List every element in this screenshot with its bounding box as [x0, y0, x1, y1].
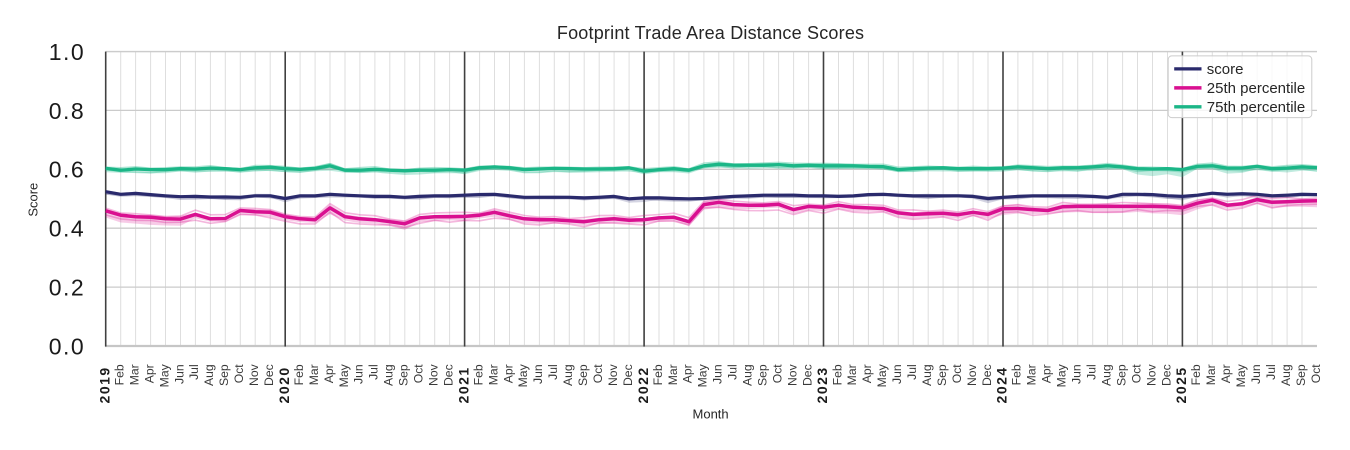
svg-text:Jun: Jun — [890, 364, 904, 384]
svg-text:Mar: Mar — [1025, 364, 1039, 385]
svg-text:Oct: Oct — [591, 364, 605, 384]
svg-text:Month: Month — [693, 406, 729, 421]
svg-text:Jun: Jun — [1249, 364, 1263, 384]
svg-text:Feb: Feb — [1189, 364, 1203, 385]
svg-text:2022: 2022 — [635, 366, 651, 403]
svg-text:Dec: Dec — [621, 364, 635, 386]
svg-text:Apr: Apr — [860, 364, 874, 383]
svg-text:Dec: Dec — [800, 364, 814, 386]
svg-text:Jun: Jun — [1070, 364, 1084, 384]
svg-text:May: May — [516, 363, 530, 387]
svg-text:Oct: Oct — [1309, 364, 1323, 384]
svg-text:Oct: Oct — [950, 364, 964, 384]
svg-text:Sep: Sep — [1294, 364, 1308, 386]
svg-text:25th percentile: 25th percentile — [1207, 80, 1305, 97]
svg-text:Mar: Mar — [845, 364, 859, 385]
svg-text:May: May — [157, 363, 171, 387]
svg-text:2021: 2021 — [455, 366, 471, 403]
svg-text:Jul: Jul — [187, 364, 201, 380]
svg-text:0.0: 0.0 — [49, 333, 85, 359]
svg-text:Jul: Jul — [905, 364, 919, 380]
svg-text:Dec: Dec — [1159, 364, 1173, 386]
svg-text:0.4: 0.4 — [49, 216, 85, 242]
svg-text:Jul: Jul — [726, 364, 740, 380]
svg-text:Apr: Apr — [501, 364, 515, 383]
svg-text:May: May — [696, 363, 710, 387]
svg-text:Mar: Mar — [307, 364, 321, 385]
svg-text:75th percentile: 75th percentile — [1207, 99, 1305, 116]
svg-text:Nov: Nov — [247, 363, 261, 386]
svg-text:Oct: Oct — [1129, 364, 1143, 384]
svg-text:Jun: Jun — [531, 364, 545, 384]
svg-text:Jul: Jul — [1085, 364, 1099, 380]
svg-text:Feb: Feb — [651, 364, 665, 385]
svg-text:Sep: Sep — [756, 364, 770, 386]
svg-text:Sep: Sep — [935, 364, 949, 386]
svg-text:Feb: Feb — [113, 364, 127, 385]
svg-text:Feb: Feb — [471, 364, 485, 385]
svg-text:Aug: Aug — [741, 364, 755, 386]
svg-text:May: May — [875, 363, 889, 387]
svg-text:Nov: Nov — [1144, 363, 1158, 386]
svg-text:May: May — [337, 363, 351, 387]
svg-text:Sep: Sep — [1114, 364, 1128, 386]
svg-text:Dec: Dec — [980, 364, 994, 386]
svg-text:Mar: Mar — [1204, 364, 1218, 385]
svg-text:Mar: Mar — [486, 364, 500, 385]
svg-text:Jul: Jul — [1264, 364, 1278, 380]
svg-text:Oct: Oct — [412, 364, 426, 384]
svg-text:0.2: 0.2 — [49, 275, 85, 301]
svg-text:Dec: Dec — [441, 364, 455, 386]
svg-text:score: score — [1207, 61, 1244, 78]
svg-text:Sep: Sep — [576, 364, 590, 386]
svg-text:Apr: Apr — [322, 364, 336, 383]
svg-text:Jun: Jun — [711, 364, 725, 384]
svg-text:Sep: Sep — [217, 364, 231, 386]
svg-text:Aug: Aug — [561, 364, 575, 386]
svg-text:Aug: Aug — [1099, 364, 1113, 386]
svg-text:Oct: Oct — [770, 364, 784, 384]
svg-text:Apr: Apr — [1040, 364, 1054, 383]
svg-text:Aug: Aug — [1279, 364, 1293, 386]
svg-text:Mar: Mar — [127, 364, 141, 385]
svg-text:Dec: Dec — [262, 364, 276, 386]
svg-text:0.8: 0.8 — [49, 98, 85, 124]
svg-text:Jul: Jul — [367, 364, 381, 380]
svg-text:2023: 2023 — [814, 366, 830, 403]
svg-text:Aug: Aug — [382, 364, 396, 386]
svg-text:Feb: Feb — [1010, 364, 1024, 385]
svg-text:Footprint Trade Area Distance: Footprint Trade Area Distance Scores — [557, 23, 864, 43]
svg-text:Mar: Mar — [666, 364, 680, 385]
svg-text:Nov: Nov — [785, 363, 799, 386]
svg-text:0.6: 0.6 — [49, 157, 85, 183]
svg-text:Aug: Aug — [202, 364, 216, 386]
svg-text:May: May — [1234, 363, 1248, 387]
svg-text:Jun: Jun — [172, 364, 186, 384]
svg-text:Feb: Feb — [830, 364, 844, 385]
svg-text:Nov: Nov — [965, 363, 979, 386]
svg-text:Aug: Aug — [920, 364, 934, 386]
svg-text:Score: Score — [26, 183, 41, 217]
svg-text:Apr: Apr — [681, 364, 695, 383]
svg-text:Apr: Apr — [142, 364, 156, 383]
svg-text:Jun: Jun — [352, 364, 366, 384]
svg-text:Jul: Jul — [546, 364, 560, 380]
svg-text:May: May — [1055, 363, 1069, 387]
svg-text:Oct: Oct — [232, 364, 246, 384]
svg-text:Nov: Nov — [606, 363, 620, 386]
svg-text:1.0: 1.0 — [49, 39, 85, 65]
svg-text:Nov: Nov — [427, 363, 441, 386]
svg-text:2019: 2019 — [96, 366, 112, 403]
svg-text:2025: 2025 — [1173, 366, 1189, 403]
svg-text:Sep: Sep — [397, 364, 411, 386]
svg-text:2024: 2024 — [994, 366, 1010, 403]
svg-text:Apr: Apr — [1219, 364, 1233, 383]
svg-text:2020: 2020 — [276, 366, 292, 403]
svg-text:Feb: Feb — [292, 364, 306, 385]
